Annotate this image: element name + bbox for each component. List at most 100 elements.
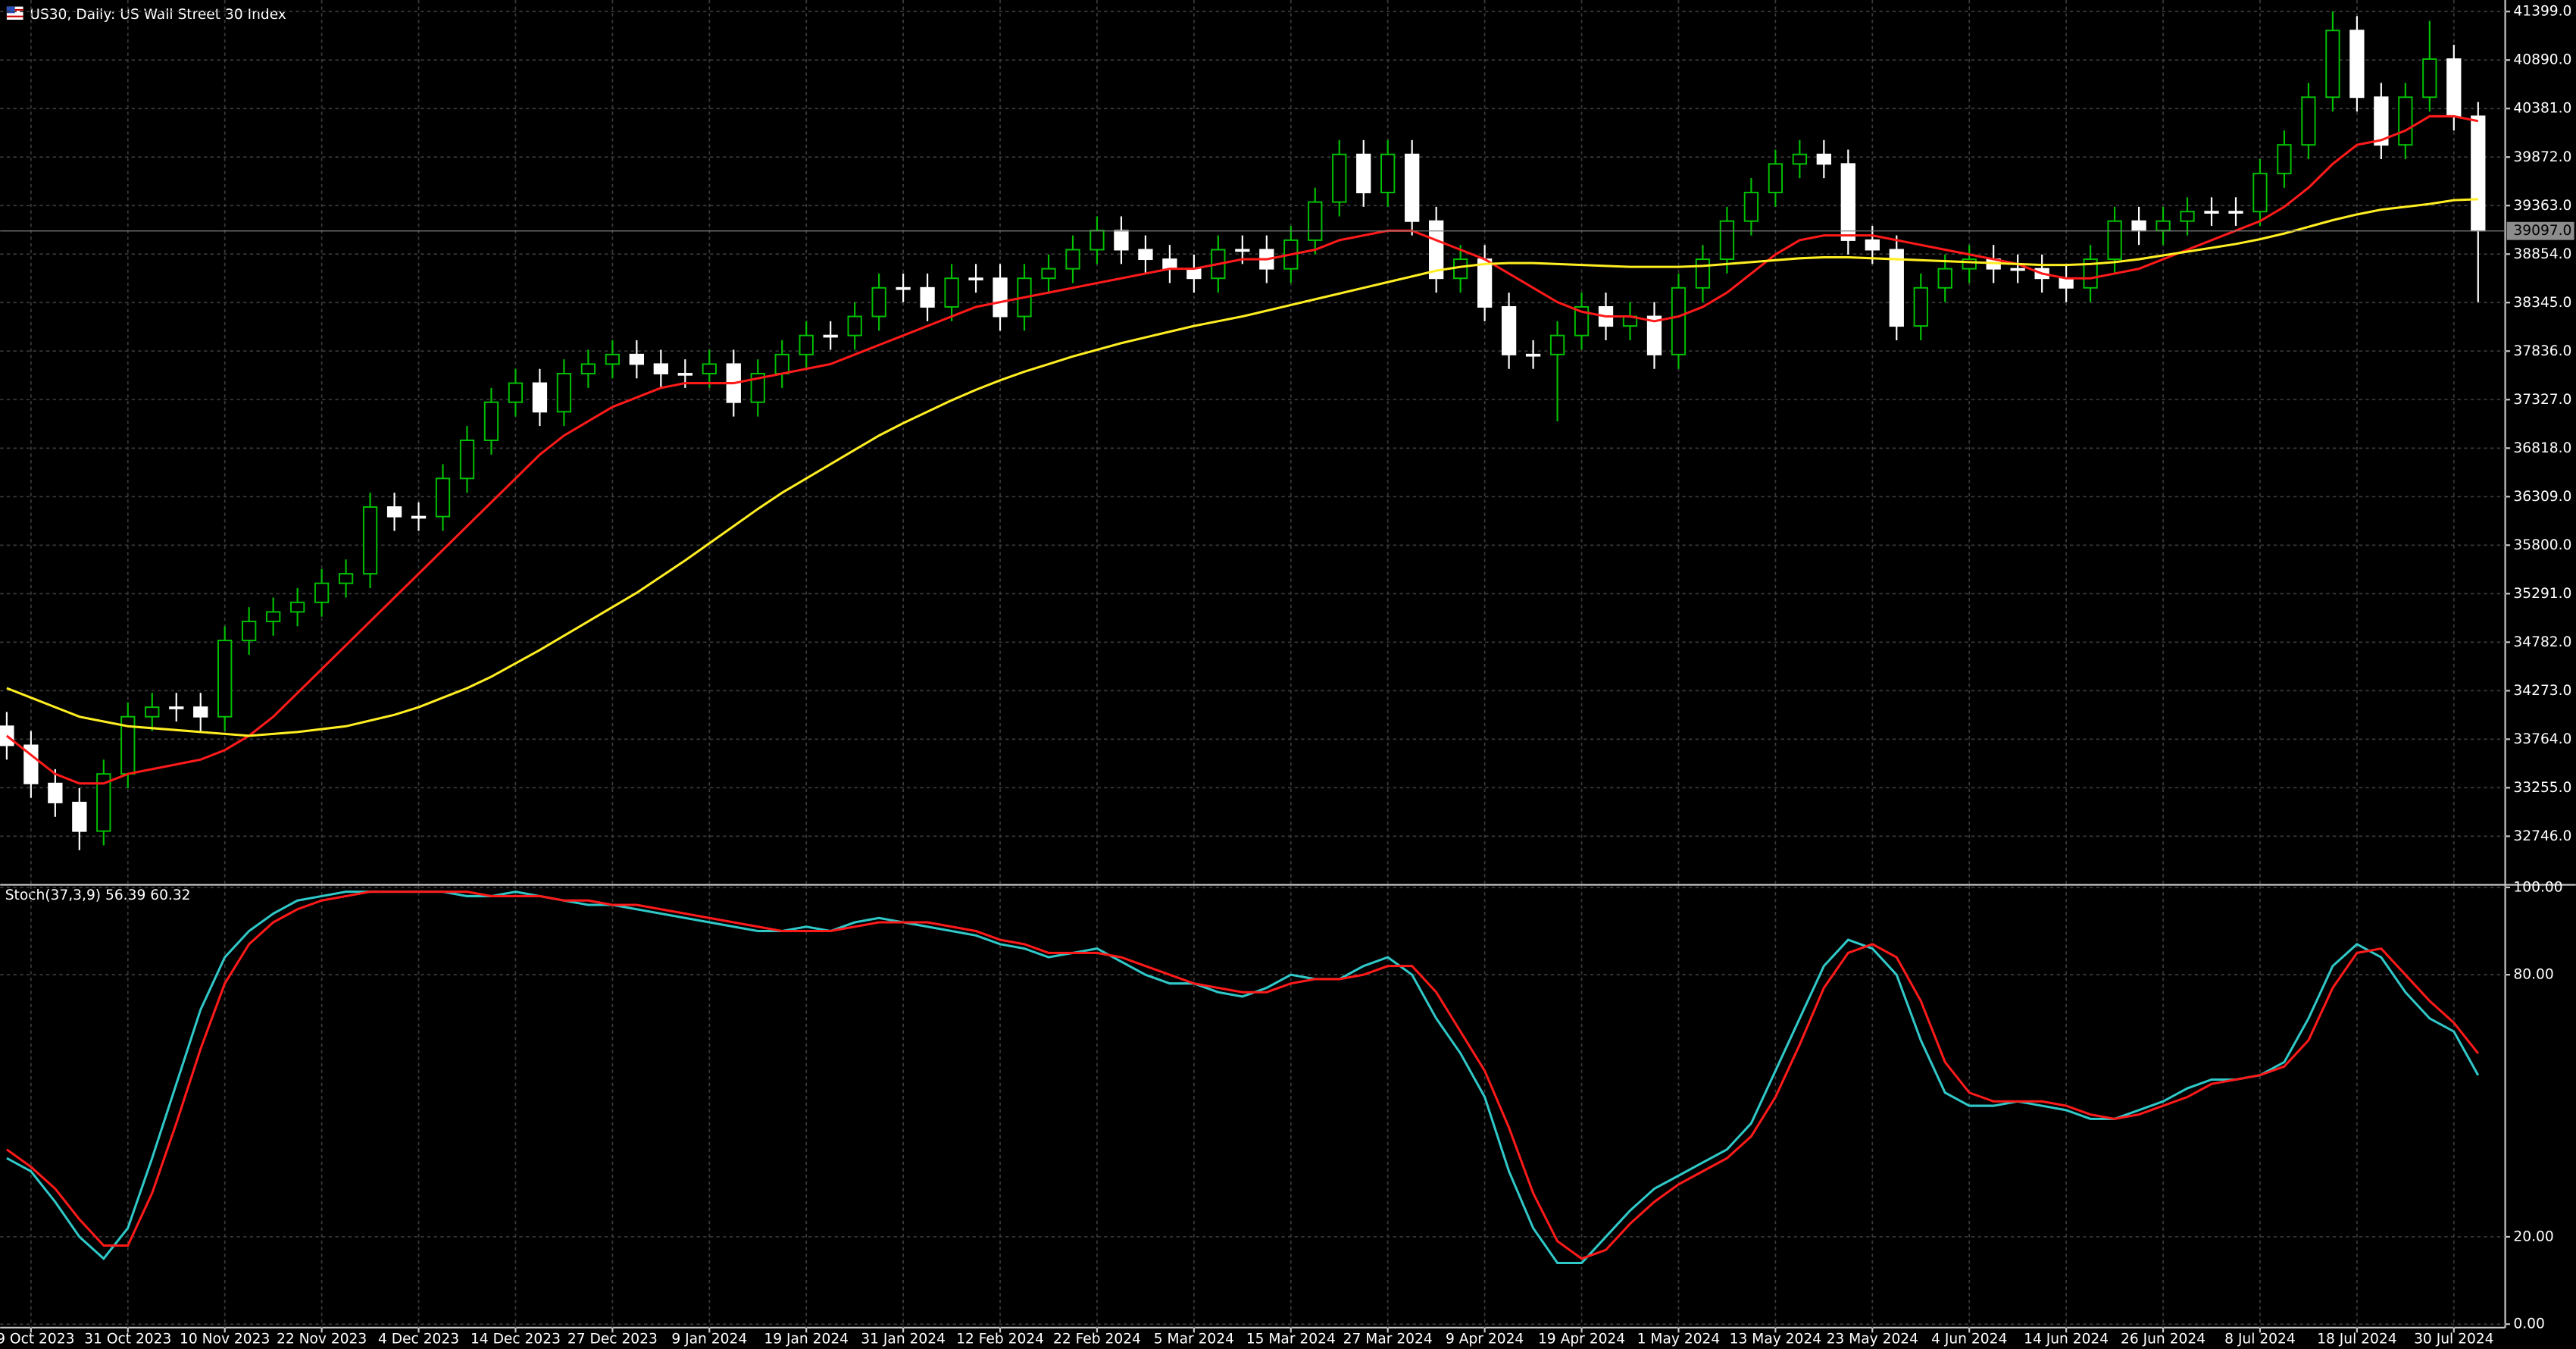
x-tick-label: 8 Jul 2024 xyxy=(2224,1331,2296,1347)
y-tick-label: 34782.0 xyxy=(2513,634,2571,650)
candle-body xyxy=(2131,220,2146,232)
x-tick-label: 14 Dec 2023 xyxy=(470,1331,561,1347)
x-tick-label: 22 Nov 2023 xyxy=(277,1331,367,1347)
candle-body xyxy=(411,515,427,519)
candle-body xyxy=(1695,258,1711,289)
candle-body xyxy=(1962,258,1977,270)
candle-body xyxy=(289,601,305,613)
candle-body xyxy=(2446,58,2462,117)
x-tick-label: 1 May 2024 xyxy=(1637,1331,1721,1347)
candle-body xyxy=(1816,153,1831,165)
candle-body xyxy=(1114,230,1129,251)
candle-body xyxy=(314,582,330,603)
x-tick-label: 18 Jul 2024 xyxy=(2317,1331,2396,1347)
x-tick-label: 4 Dec 2023 xyxy=(378,1331,459,1347)
x-tick-label: 30 Jul 2024 xyxy=(2414,1331,2493,1347)
x-tick-label: 26 Jun 2024 xyxy=(2121,1331,2206,1347)
x-tick-label: 13 May 2024 xyxy=(1730,1331,1821,1347)
y-tick-label: 100.00 xyxy=(2513,879,2562,895)
candle-body xyxy=(1840,163,1855,241)
x-tick-label: 9 Jan 2024 xyxy=(671,1331,747,1347)
candle-body xyxy=(702,363,717,374)
candle-body xyxy=(1065,249,1080,270)
candle-body xyxy=(653,363,668,374)
x-tick-label: 27 Mar 2024 xyxy=(1343,1331,1433,1347)
candle-body xyxy=(386,506,402,518)
indicator-title: Stoch(37,3,9) 56.39 60.32 xyxy=(5,887,191,903)
candle-body xyxy=(2301,96,2316,146)
candle-body xyxy=(96,773,111,832)
candle-body xyxy=(750,373,765,403)
candle-body xyxy=(1768,163,1784,194)
candle-body xyxy=(2325,30,2340,99)
candle-body xyxy=(1792,153,1808,165)
y-tick-label: 38345.0 xyxy=(2513,295,2571,311)
candle-body xyxy=(1235,249,1250,252)
x-tick-label: 12 Feb 2024 xyxy=(956,1331,1044,1347)
candle-body xyxy=(1332,153,1347,203)
candle-body xyxy=(169,706,184,709)
candle-body xyxy=(1574,305,1590,336)
y-tick-label: 39872.0 xyxy=(2513,149,2571,165)
y-tick-label: 0.00 xyxy=(2513,1316,2544,1332)
candle-body xyxy=(993,277,1008,318)
candle-body xyxy=(871,286,886,318)
candle-body xyxy=(459,440,475,480)
candle-body xyxy=(2228,211,2243,214)
line-series xyxy=(6,890,2479,1260)
y-tick-label: 37327.0 xyxy=(2513,392,2571,408)
candle-body xyxy=(605,353,621,365)
x-tick-label: 31 Oct 2023 xyxy=(84,1331,171,1347)
candle-body xyxy=(2374,96,2389,146)
x-tick-label: 4 Jun 2024 xyxy=(1931,1331,2007,1347)
candle-body xyxy=(532,382,548,413)
y-tick-label: 20.00 xyxy=(2513,1228,2553,1244)
candle-body xyxy=(483,401,499,441)
candle-body xyxy=(2059,277,2074,289)
candle-body xyxy=(920,286,935,308)
candle-body xyxy=(774,353,789,374)
candle-body xyxy=(580,363,596,374)
candle-body xyxy=(1646,315,1662,355)
y-tick-label: 40381.0 xyxy=(2513,101,2571,117)
y-tick-label: 36818.0 xyxy=(2513,440,2571,456)
x-tick-label: 19 Apr 2024 xyxy=(1538,1331,1625,1347)
x-tick-label: 23 May 2024 xyxy=(1827,1331,1918,1347)
candle-body xyxy=(2156,220,2171,232)
candle-body xyxy=(1525,353,1541,357)
candle-body xyxy=(1429,220,1444,280)
candle-body xyxy=(435,477,451,518)
candle-body xyxy=(1041,268,1056,280)
x-tick-label: 15 Mar 2024 xyxy=(1246,1331,1336,1347)
candle-body xyxy=(2349,30,2365,99)
candle-body xyxy=(1477,258,1493,308)
current-price-box xyxy=(2506,221,2574,240)
candle-body xyxy=(72,801,87,832)
y-tick-label: 36309.0 xyxy=(2513,489,2571,505)
candle-body xyxy=(1501,305,1517,355)
line-series xyxy=(5,114,2479,785)
candle-body xyxy=(1308,201,1323,241)
candle-body xyxy=(799,334,814,355)
candle-body xyxy=(1356,153,1371,194)
x-tick-label: 19 Oct 2023 xyxy=(0,1331,74,1347)
candle-body xyxy=(2010,268,2025,271)
candle-body xyxy=(145,706,160,718)
candle-body xyxy=(1889,249,1904,327)
x-tick-label: 5 Mar 2024 xyxy=(1154,1331,1234,1347)
x-tick-label: 31 Jan 2024 xyxy=(861,1331,946,1347)
x-tick-label: 27 Dec 2023 xyxy=(567,1331,658,1347)
candle-body xyxy=(266,611,281,622)
candle-body xyxy=(2083,258,2098,289)
y-tick-label: 39363.0 xyxy=(2513,198,2571,214)
candle-body xyxy=(1671,286,1687,355)
x-tick-label: 19 Jan 2024 xyxy=(764,1331,849,1347)
candle-body xyxy=(1138,249,1153,261)
candle-body xyxy=(944,277,959,308)
y-tick-label: 33255.0 xyxy=(2513,780,2571,796)
candle-body xyxy=(23,744,39,784)
y-tick-label: 38854.0 xyxy=(2513,246,2571,262)
y-tick-label: 40890.0 xyxy=(2513,52,2571,68)
candle-body xyxy=(629,353,645,365)
